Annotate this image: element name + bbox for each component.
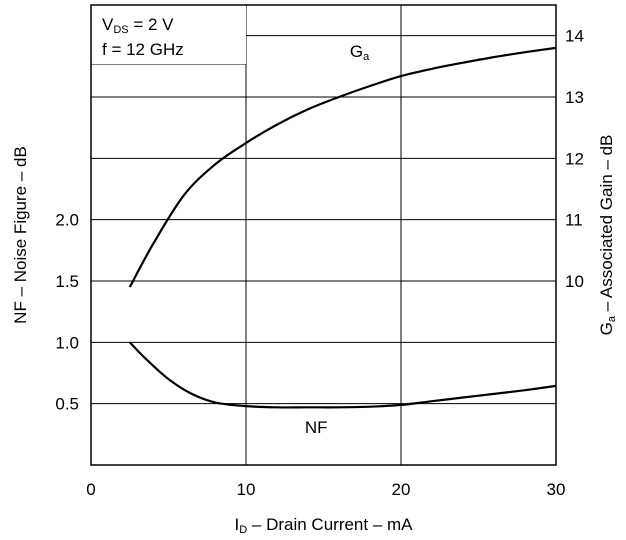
conditions-box xyxy=(92,6,246,64)
y-left-tick-labels: 0.5 1.0 1.5 2.0 xyxy=(55,211,79,414)
x-tick-label-30: 30 xyxy=(547,480,566,499)
series-label-nf: NF xyxy=(305,418,328,437)
x-tick-label-10: 10 xyxy=(237,480,256,499)
x-axis-title: ID – Drain Current – mA xyxy=(234,515,413,536)
y-left-axis-title: NF – Noise Figure – dB xyxy=(11,146,30,324)
y-left-tick-label-0.5: 0.5 xyxy=(55,395,79,414)
series-label-ga: Ga xyxy=(350,42,370,63)
y-right-tick-labels: 10 11 12 13 14 xyxy=(565,27,584,291)
y-left-tick-label-1: 1.0 xyxy=(55,333,79,352)
series-line-ga xyxy=(128,46,557,288)
y-right-axis-title: Ga – Associated Gain – dB xyxy=(597,135,618,336)
condition-vds: VDS = 2 V xyxy=(102,15,174,36)
y-left-tick-label-1.5: 1.5 xyxy=(55,272,79,291)
x-tick-label-20: 20 xyxy=(392,480,411,499)
y-right-tick-label-10: 10 xyxy=(565,272,584,291)
y-right-tick-label-11: 11 xyxy=(565,211,583,230)
x-tick-labels: 0 10 20 30 xyxy=(86,480,565,499)
plot-frame xyxy=(90,4,557,466)
condition-frequency: f = 12 GHz xyxy=(102,40,184,59)
grid-lines xyxy=(91,5,556,465)
curves xyxy=(128,46,557,409)
y-left-tick-label-2: 2.0 xyxy=(55,211,79,230)
series-line-nf xyxy=(128,341,557,409)
x-tick-label-0: 0 xyxy=(86,480,95,499)
y-right-tick-label-12: 12 xyxy=(565,149,584,168)
y-right-tick-label-14: 14 xyxy=(565,27,584,46)
y-right-tick-label-13: 13 xyxy=(565,88,584,107)
